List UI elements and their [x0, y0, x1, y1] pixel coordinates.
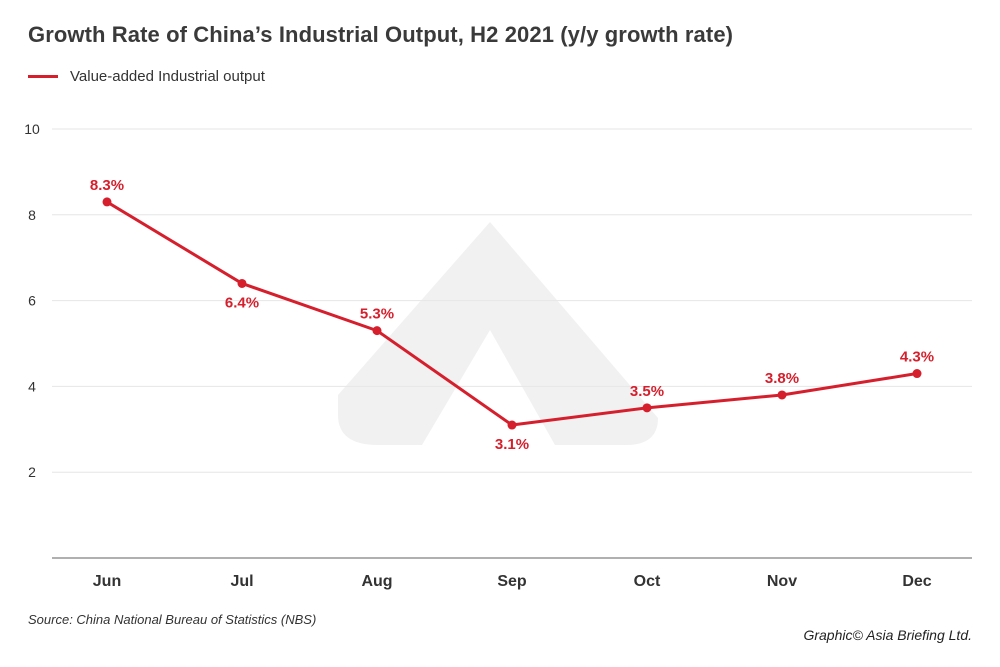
data-point: [237, 278, 247, 288]
x-tick-label: Oct: [634, 573, 661, 590]
x-tick-label: Nov: [767, 573, 797, 590]
credit-note: Graphic© Asia Briefing Ltd.: [803, 627, 972, 643]
data-label: 6.4%: [225, 294, 259, 311]
y-tick-label: 2: [28, 464, 36, 480]
data-label: 3.8%: [765, 370, 799, 387]
data-point: [912, 369, 922, 379]
data-point: [507, 420, 517, 430]
grid: [52, 128, 972, 473]
x-tick-label: Jul: [230, 573, 253, 590]
chart-title: Growth Rate of China’s Industrial Output…: [28, 22, 734, 47]
source-note: Source: China National Bureau of Statist…: [28, 612, 317, 627]
legend-label: Value-added Industrial output: [70, 68, 265, 85]
x-tick-label: Jun: [93, 573, 121, 590]
legend-swatch: [28, 75, 58, 78]
y-tick-label: 8: [28, 207, 36, 223]
data-labels: 8.3% 6.4% 5.3% 3.1% 3.5% 3.8% 4.3%: [90, 177, 934, 453]
x-tick-label: Dec: [902, 573, 931, 590]
y-tick-label: 10: [24, 121, 40, 137]
data-point: [102, 197, 112, 207]
data-point: [372, 326, 382, 336]
data-label: 4.3%: [900, 349, 934, 366]
data-point: [642, 403, 652, 413]
axes: 2 4 6 8 10 Jun Jul Aug Sep Oct Nov Dec: [24, 121, 972, 590]
data-label: 3.1%: [495, 436, 529, 453]
data-label: 8.3%: [90, 177, 124, 194]
y-tick-label: 6: [28, 293, 36, 309]
data-point: [777, 390, 787, 400]
data-label: 3.5%: [630, 383, 664, 400]
x-tick-label: Aug: [361, 573, 392, 590]
series: [102, 197, 922, 430]
x-tick-label: Sep: [497, 573, 527, 590]
y-tick-label: 4: [28, 378, 36, 394]
data-label: 5.3%: [360, 306, 394, 323]
watermark: [338, 222, 658, 445]
legend: Value-added Industrial output: [28, 68, 265, 85]
